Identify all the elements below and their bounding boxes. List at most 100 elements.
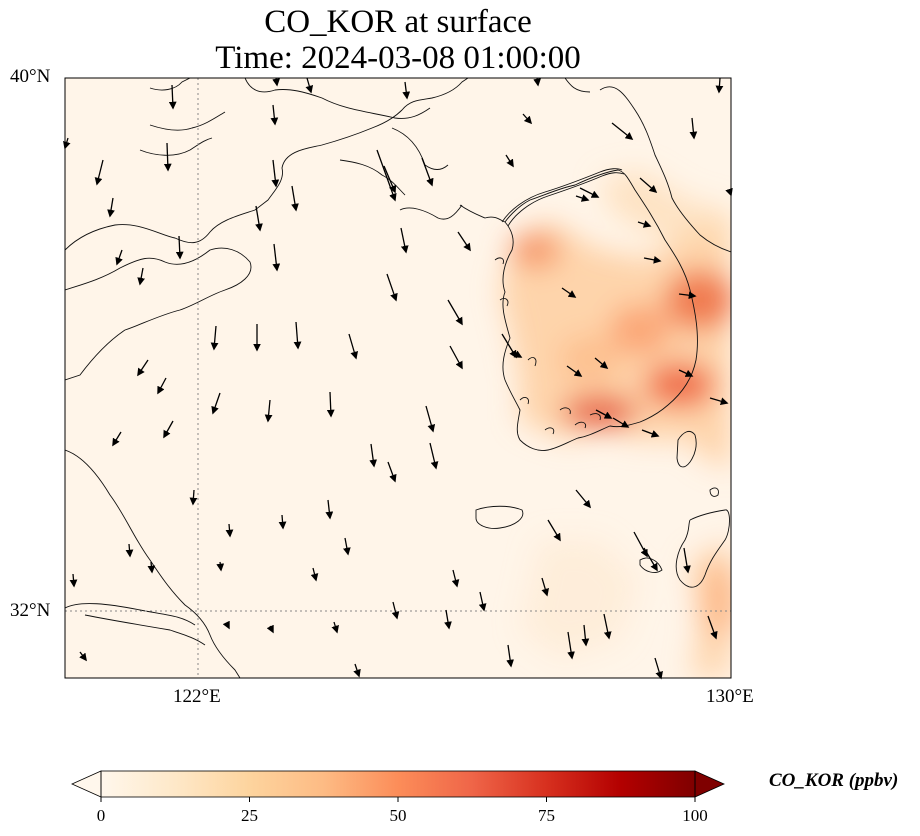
wind-arrow: [506, 644, 514, 668]
wind-arrow: [637, 220, 652, 228]
wind-arrow: [541, 577, 549, 597]
wind-arrow: [353, 663, 361, 678]
wind-arrow: [343, 537, 351, 556]
wind-arrow: [137, 359, 149, 377]
wind-arrow: [575, 194, 590, 202]
wind-arrow: [272, 77, 280, 87]
wind-arrow: [444, 609, 452, 630]
wind-arrow: [331, 621, 339, 634]
wind-arrow: [478, 591, 487, 612]
wind-arrow: [115, 249, 123, 266]
wind-arrow: [595, 409, 613, 419]
wind-arrow: [429, 442, 439, 470]
wind-arrow: [386, 273, 398, 302]
wind-arrow: [391, 601, 400, 620]
wind-arrow: [421, 157, 434, 187]
colorbar-tick-label: 25: [241, 806, 258, 825]
wind-arrow: [447, 299, 463, 326]
wind-arrow: [683, 547, 691, 574]
wind-arrow: [210, 325, 219, 351]
gridlines: [65, 78, 731, 678]
colorbar: [71, 770, 725, 802]
wind-arrow: [654, 657, 663, 680]
colorbar-extend-max: [694, 770, 725, 798]
wind-arrow: [387, 461, 397, 483]
wind-arrow: [547, 519, 561, 542]
wind-arrow: [643, 547, 658, 572]
colorbar-extend-min: [71, 770, 102, 798]
wind-arrow: [348, 333, 358, 360]
wind-arrow: [641, 429, 660, 438]
wind-arrow: [310, 567, 319, 582]
wind-arrow: [511, 350, 523, 358]
wind-arrow: [157, 377, 167, 395]
wind-arrow: [216, 561, 225, 572]
wind-arrow: [425, 405, 436, 433]
wind-arrow: [643, 256, 662, 264]
wind-arrow: [175, 235, 184, 260]
wind-arrow: [147, 561, 156, 574]
wind-arrow: [69, 573, 78, 588]
wind-arrow: [79, 651, 87, 662]
wind-arrow: [255, 205, 263, 232]
colorbar-tick-label: 0: [96, 806, 106, 825]
wind-arrow: [112, 431, 122, 447]
wind-arrow: [449, 345, 463, 370]
wind-arrow: [709, 397, 729, 405]
wind-arrow: [325, 499, 334, 520]
lon-label-122e: 122°E: [173, 686, 221, 707]
wind-arrow: [533, 77, 541, 87]
wind-vectors: [63, 77, 733, 680]
wind-arrow: [266, 624, 274, 634]
wind-arrow: [369, 443, 378, 468]
wind-arrow: [594, 357, 609, 369]
colorbar-gradient: [101, 771, 695, 797]
coastlines: [65, 78, 731, 678]
wind-arrow: [457, 231, 471, 252]
wind-arrow: [270, 104, 279, 126]
wind-arrow: [707, 615, 718, 640]
wind-arrow: [575, 489, 591, 509]
wind-arrow: [567, 631, 575, 660]
wind-arrow: [566, 365, 583, 377]
wind-arrow: [326, 391, 335, 418]
wind-arrow: [612, 417, 630, 428]
wind-arrow: [222, 620, 230, 630]
wind-arrow: [522, 113, 533, 125]
map-time-subtitle: Time: 2024-03-08 01:00:00: [215, 40, 581, 76]
wind-arrow: [163, 420, 174, 439]
map-frame: [64, 77, 732, 679]
wind-arrow: [271, 159, 280, 188]
wind-arrow: [225, 523, 234, 538]
lat-label-32n: 32°N: [10, 600, 51, 621]
wind-arrow: [168, 84, 177, 110]
wind-arrow: [278, 514, 287, 530]
wind-arrow: [715, 77, 724, 94]
wind-arrow: [272, 243, 281, 272]
wind-arrow: [293, 321, 302, 350]
wind-arrow: [163, 142, 172, 172]
wind-arrow: [581, 624, 590, 647]
wind-arrow: [633, 531, 648, 558]
wind-arrow: [189, 489, 198, 506]
colorbar-title: CO_KOR (ppbv): [769, 770, 899, 791]
wind-arrow: [603, 613, 612, 640]
lon-label-130e: 130°E: [706, 686, 754, 707]
wind-arrow: [264, 399, 273, 423]
map-title: CO_KOR at surface: [264, 4, 532, 40]
colorbar-tick-label: 50: [389, 806, 407, 825]
wind-arrow: [211, 392, 221, 415]
wind-arrow: [137, 267, 145, 286]
wind-arrow: [383, 165, 397, 194]
lat-label-40n: 40°N: [10, 66, 51, 87]
colorbar-tick-label: 100: [682, 806, 708, 825]
wind-arrow: [579, 187, 600, 198]
wind-arrow: [125, 543, 134, 558]
wind-arrow: [400, 227, 409, 254]
wind-arrow: [402, 81, 411, 100]
wind-arrow: [678, 369, 694, 377]
wind-arrow: [94, 159, 104, 186]
wind-arrow: [107, 197, 115, 218]
wind-arrow: [505, 154, 514, 168]
